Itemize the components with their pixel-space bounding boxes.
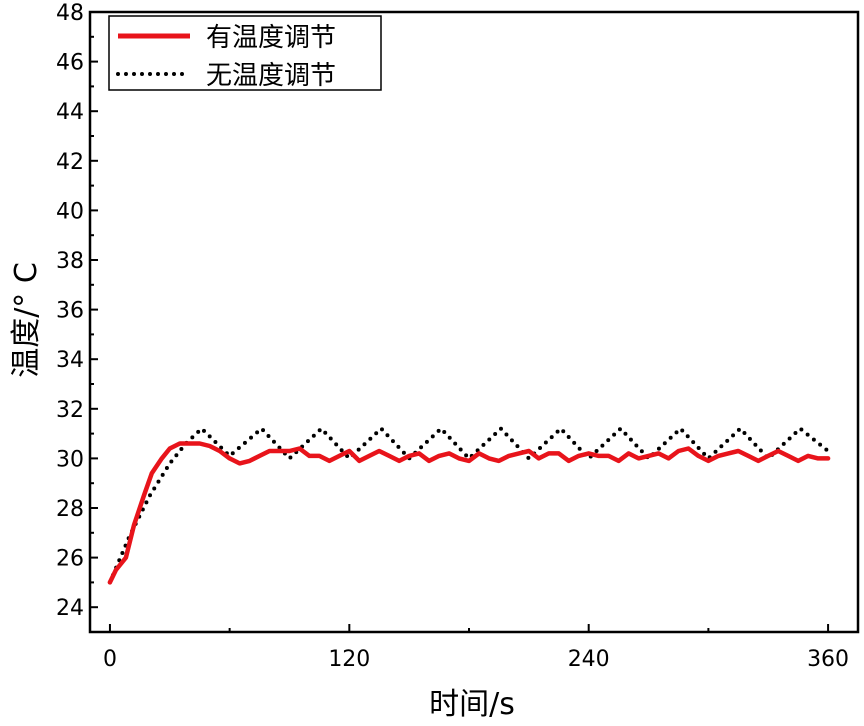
y-axis-ticks: 24 26 28 30 32 34 36 38 40 42 44 46 48 (56, 1, 98, 621)
x-tick-label: 0 (103, 647, 117, 672)
series-line-with-regulation (107, 441, 831, 585)
plot-frame (88, 10, 860, 634)
y-tick-label: 30 (56, 447, 84, 472)
x-axis-ticks: 0 120 240 360 (103, 624, 849, 672)
y-tick-label: 28 (56, 497, 84, 522)
y-axis-title: 温度/° C (9, 262, 44, 378)
y-tick-label: 42 (56, 150, 84, 175)
y-tick-label: 32 (56, 398, 84, 423)
y-tick-label: 24 (56, 596, 84, 621)
x-tick-label: 360 (807, 647, 849, 672)
x-tick-label: 240 (568, 647, 610, 672)
y-tick-label: 44 (56, 100, 84, 125)
y-tick-label: 34 (56, 348, 84, 373)
y-tick-label: 40 (56, 199, 84, 224)
y-tick-label: 38 (56, 249, 84, 274)
y-tick-label: 26 (56, 547, 84, 572)
x-axis-title: 时间/s (429, 687, 515, 722)
series-layer (107, 426, 831, 585)
y-tick-label: 46 (56, 51, 84, 76)
plot-border (88, 10, 860, 634)
series-line-no-regulation (107, 426, 831, 585)
y-tick-label: 48 (56, 1, 84, 26)
y-tick-label: 36 (56, 299, 84, 324)
x-tick-label: 120 (328, 647, 370, 672)
legend-box (108, 15, 382, 91)
legend-label: 无温度调节 (206, 61, 336, 91)
legend-label: 有温度调节 (206, 23, 336, 53)
